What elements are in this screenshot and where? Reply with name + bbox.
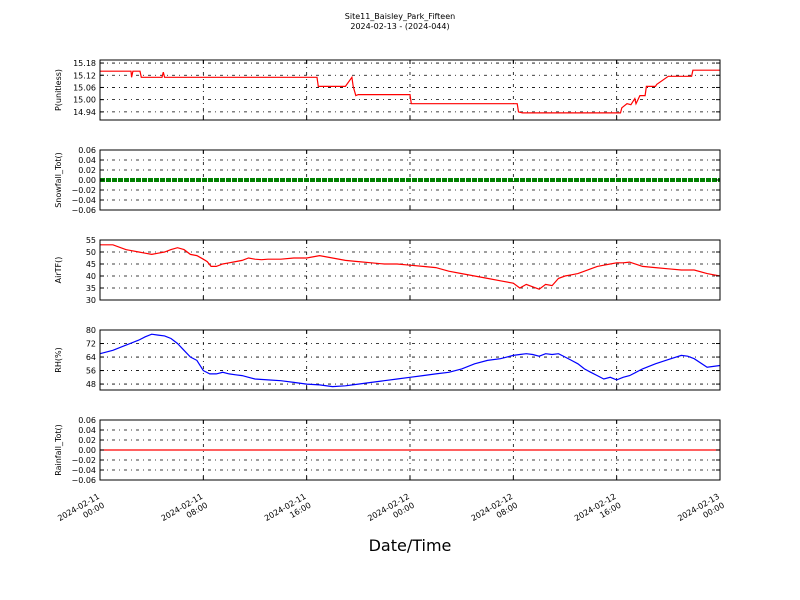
y-tick-label: 0.02 [78, 436, 96, 445]
y-tick-label: 72 [86, 340, 96, 349]
y-axis-label: Rainfall_Tot() [54, 424, 63, 476]
y-tick-label: 15.12 [73, 71, 96, 80]
y-tick-label: 35 [86, 284, 96, 293]
y-tick-label: 48 [86, 380, 96, 389]
y-tick-label: 15.18 [73, 59, 96, 68]
y-tick-label: −0.02 [71, 456, 96, 465]
y-axis-label: Snowfall_Tot() [54, 152, 63, 208]
x-tick-label: 2024-02-1216:00 [573, 492, 623, 532]
y-tick-label: −0.04 [71, 466, 96, 475]
y-tick-label: 15.00 [73, 96, 96, 105]
x-tick-label: 2024-02-1100:00 [56, 492, 106, 532]
y-tick-label: 0.06 [78, 146, 96, 155]
series-line [100, 69, 720, 114]
x-tick-label: 2024-02-1116:00 [263, 492, 313, 532]
chart-title-line1: Site11_Baisley_Park_Fifteen [345, 12, 455, 21]
x-tick-label: 2024-02-1108:00 [160, 492, 210, 532]
y-tick-label: 0.04 [78, 156, 96, 165]
y-tick-label: 0.00 [78, 446, 96, 455]
y-axis-label: RH(%) [54, 347, 63, 372]
x-axis: 2024-02-1100:00 2024-02-1108:00 2024-02-11… [56, 492, 726, 532]
y-tick-label: 50 [86, 248, 96, 257]
panel-4: 80 72 64 56 48 RH(%) [54, 326, 721, 391]
panel-1: 15.18 15.12 15.06 15.00 14.94 P(unitless) [54, 59, 721, 121]
x-tick-label: 2024-02-1200:00 [366, 492, 416, 532]
y-tick-label: 14.94 [73, 108, 96, 117]
chart-title-line2: 2024-02-13 - (2024-044) [350, 22, 449, 31]
y-axis-label: P(unitless) [54, 69, 63, 111]
y-tick-label: −0.06 [71, 206, 96, 215]
y-tick-label: 0.00 [78, 176, 96, 185]
series-line [100, 244, 721, 290]
y-tick-label: 0.02 [78, 166, 96, 175]
panel-3: 55 50 45 40 35 30 AirTF() [54, 236, 721, 305]
y-tick-label: −0.06 [71, 476, 96, 485]
y-tick-label: 30 [86, 296, 96, 305]
y-tick-label: 0.06 [78, 416, 96, 425]
series-line [99, 333, 721, 388]
y-tick-label: 45 [86, 260, 96, 269]
panel-5: 0.060.040.020.00−0.02−0.04−0.06 Rainfall_… [54, 416, 721, 485]
y-tick-label: −0.02 [71, 186, 96, 195]
y-tick-label: −0.04 [71, 196, 96, 205]
y-tick-label: 56 [86, 367, 96, 376]
y-tick-label: 64 [86, 353, 96, 362]
x-tick-label: 2024-02-1208:00 [470, 492, 520, 532]
panel-2: 0.060.040.020.00−0.02−0.04−0.06 Snowfall_… [54, 146, 721, 215]
x-tick-label: 2024-02-1300:00 [676, 492, 726, 532]
y-tick-label: 0.04 [78, 426, 96, 435]
y-tick-label: 80 [86, 326, 96, 335]
x-axis-label: Date/Time [369, 536, 452, 555]
y-axis-label: AirTF() [54, 257, 63, 284]
panels: 15.18 15.12 15.06 15.00 14.94 P(unitless) 0.06… [54, 59, 721, 485]
y-tick-label: 15.06 [73, 83, 96, 92]
y-tick-label: 40 [86, 272, 96, 281]
y-tick-label: 55 [86, 236, 96, 245]
